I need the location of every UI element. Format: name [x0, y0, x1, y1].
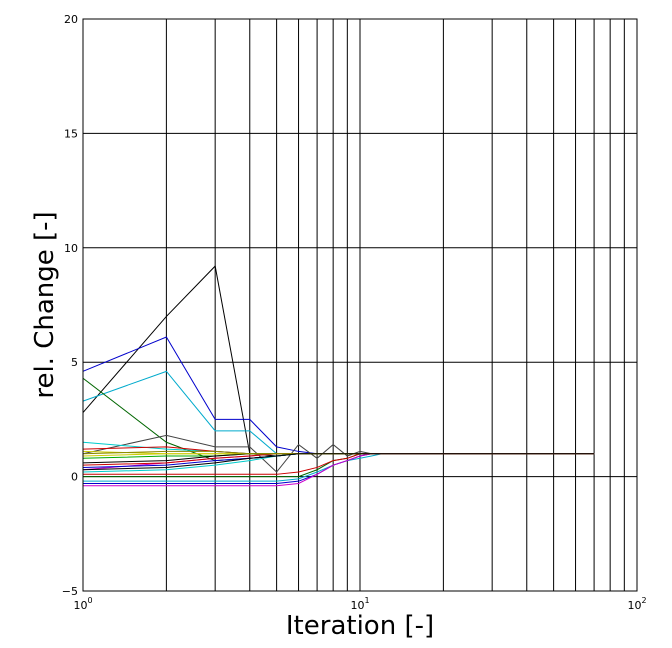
y-tick-label: 10	[64, 242, 78, 255]
x-tick-label: 102	[627, 596, 646, 612]
series-line-1	[82, 265, 595, 457]
series-line-12	[82, 453, 595, 464]
y-tick-label: 0	[71, 471, 78, 484]
grid-lines	[83, 19, 637, 591]
y-tick-label: −5	[62, 585, 78, 598]
y-tick-label: 20	[64, 13, 78, 26]
y-tick-label: 15	[64, 127, 78, 140]
y-tick-labels: −5 0 5 10 15 20	[62, 13, 78, 598]
x-tick-labels: 100 101 102	[73, 596, 646, 612]
series-lines	[82, 265, 595, 487]
y-tick-label: 5	[71, 356, 78, 369]
series-line-2	[82, 336, 595, 455]
x-axis-label: Iteration [-]	[286, 611, 434, 641]
x-tick-label: 100	[73, 596, 92, 612]
series-line-20	[83, 453, 595, 475]
series-line-7	[82, 446, 595, 455]
y-axis-label: rel. Change [-]	[30, 211, 60, 398]
series-line-18	[83, 453, 595, 484]
series-line-3	[82, 370, 595, 455]
series-line-22	[82, 453, 595, 471]
plot-frame	[82, 18, 638, 592]
series-line-11	[82, 453, 595, 459]
x-tick-label: 101	[350, 596, 369, 612]
